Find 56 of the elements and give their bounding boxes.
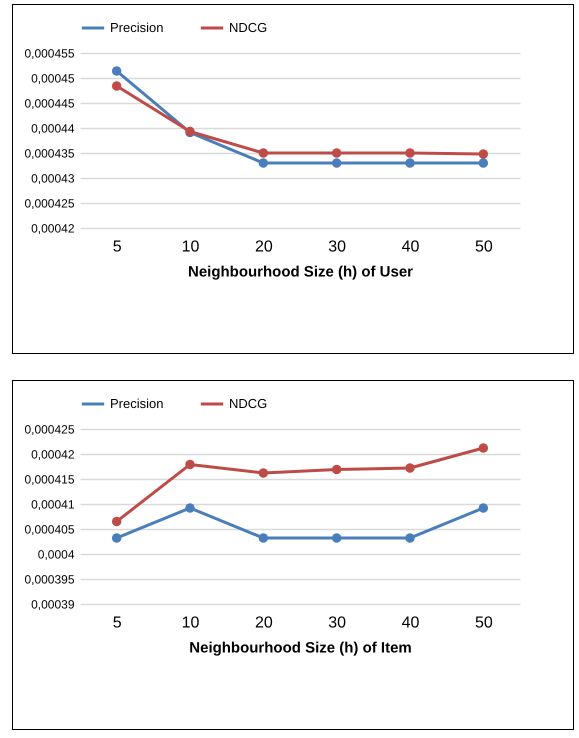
y-tick-label: 0,000405 <box>24 522 75 536</box>
point <box>258 158 268 168</box>
point <box>112 516 122 526</box>
point <box>332 158 342 168</box>
point <box>405 463 415 473</box>
x-axis-title: Neighbourhood Size (h) of Item <box>189 640 412 656</box>
x-axis-title: Neighbourhood Size (h) of User <box>188 264 414 280</box>
point <box>478 503 488 513</box>
point <box>185 503 195 513</box>
point <box>112 66 122 76</box>
y-tick-label: 0,000395 <box>24 572 75 586</box>
y-tick-label: 0,00043 <box>31 172 75 186</box>
point <box>332 148 342 158</box>
y-tick-label: 0,000425 <box>24 422 75 436</box>
point <box>258 468 268 478</box>
legend-label: Precision <box>110 396 164 411</box>
legend-label: NDCG <box>229 20 268 35</box>
y-tick-label: 0,000415 <box>24 472 75 486</box>
legend-label: NDCG <box>229 396 268 411</box>
x-tick-label: 50 <box>474 614 493 632</box>
y-tick-label: 0,000435 <box>24 146 75 160</box>
x-tick-label: 40 <box>402 238 420 256</box>
y-tick-label: 0,000445 <box>24 96 75 110</box>
point <box>478 149 488 159</box>
point <box>112 81 122 91</box>
y-tick-label: 0,00041 <box>31 498 75 512</box>
point <box>332 533 342 543</box>
point <box>405 533 415 543</box>
x-tick-label: 50 <box>474 238 493 256</box>
x-tick-label: 20 <box>254 238 273 256</box>
x-tick-label: 10 <box>182 238 200 256</box>
point <box>478 158 488 168</box>
x-tick-label: 20 <box>254 614 273 632</box>
point <box>332 464 342 474</box>
point <box>405 158 415 168</box>
x-tick-label: 10 <box>182 614 200 632</box>
point <box>405 148 415 158</box>
x-tick-label: 30 <box>328 614 346 632</box>
point <box>258 148 268 158</box>
y-tick-label: 0,00045 <box>31 72 75 86</box>
x-tick-label: 30 <box>328 238 346 256</box>
x-tick-label: 40 <box>402 614 420 632</box>
y-tick-label: 0,00042 <box>31 222 75 236</box>
point <box>478 443 488 453</box>
y-tick-label: 0,00039 <box>31 598 75 612</box>
x-tick-label: 5 <box>112 614 122 632</box>
y-tick-label: 0,0004 <box>38 548 75 562</box>
legend-label: Precision <box>110 20 164 35</box>
y-tick-label: 0,000425 <box>24 196 75 210</box>
y-tick-label: 0,00044 <box>31 122 75 136</box>
point <box>112 533 122 543</box>
y-tick-label: 0,00042 <box>31 448 75 462</box>
y-tick-label: 0,000455 <box>24 46 75 60</box>
x-tick-label: 5 <box>112 238 122 256</box>
point <box>258 533 268 543</box>
point <box>185 460 195 470</box>
